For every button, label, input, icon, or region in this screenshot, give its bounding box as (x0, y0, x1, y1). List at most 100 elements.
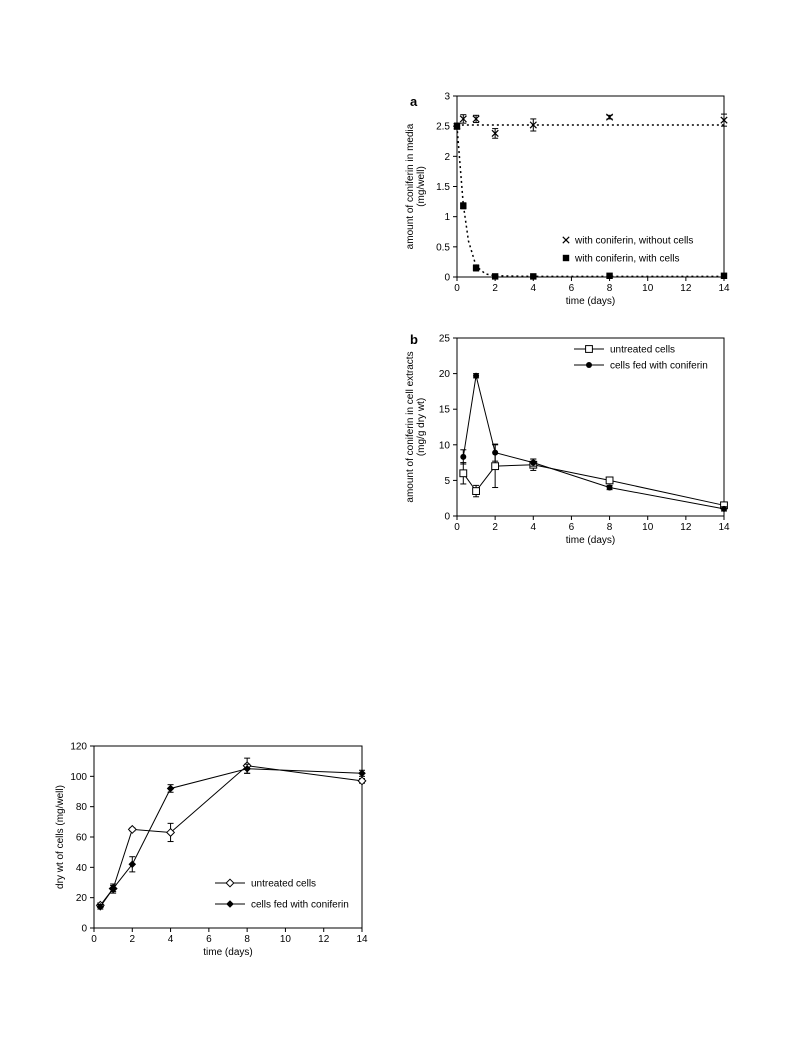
legend-marker (585, 345, 593, 353)
x-tick-label: 6 (206, 934, 212, 945)
series-line (462, 375, 725, 510)
data-point (529, 121, 537, 129)
data-point-marker (460, 202, 467, 210)
data-point-marker (721, 505, 727, 512)
data-point (453, 122, 461, 130)
data-point-marker-stroke-2 (529, 121, 537, 129)
x-tick-label: 2 (130, 934, 136, 945)
y-tick-label: 1 (444, 212, 450, 223)
chart-panel-c: 0 2 4 6 8 10 12 14 0 20 40 60 80 100 120 time (days) dry… (55, 742, 368, 959)
data-point-marker-stroke-2 (720, 116, 728, 124)
data-point (460, 453, 467, 460)
y-tick-label: 20 (76, 893, 88, 904)
y-tick-label: 10 (439, 440, 451, 451)
data-point (460, 202, 467, 210)
data-point-marker (472, 487, 480, 495)
data-point-marker (109, 884, 117, 893)
y-tick-label: 0 (444, 512, 450, 523)
data-point-marker (606, 272, 613, 279)
y-tick-label: 25 (439, 334, 451, 345)
x-axis-label: time (days) (566, 535, 615, 546)
legend-marker (226, 900, 234, 908)
legend-marker (225, 878, 235, 888)
x-tick-label: 4 (531, 283, 537, 294)
y-axis-label: amount of coniferin in cell extracts (405, 351, 416, 502)
data-point (720, 116, 728, 124)
x-tick-label: 2 (492, 522, 498, 533)
x-tick-label: 0 (91, 934, 97, 945)
data-point (472, 487, 480, 495)
x-tick-label: 10 (280, 934, 292, 945)
y-tick-label: 80 (76, 802, 88, 813)
y-tick-label: 0 (444, 273, 450, 284)
y-tick-label: 1.5 (436, 182, 450, 193)
data-point (166, 827, 176, 837)
legend-label: cells fed with coniferin (251, 900, 349, 911)
data-point-marker (530, 459, 537, 466)
y-tick-label: 120 (70, 742, 87, 753)
y-tick-label: 15 (439, 405, 451, 416)
x-tick-label: 10 (642, 283, 654, 294)
y-axis-label: dry wt of cells (mg/well) (55, 785, 66, 889)
data-point (472, 264, 480, 272)
data-point-marker (243, 764, 251, 773)
data-point (96, 902, 105, 911)
data-point (166, 784, 175, 793)
fit-line (456, 126, 724, 278)
legend-label: with coniferin, without cells (574, 236, 693, 247)
x-tick-label: 6 (569, 522, 575, 533)
data-point-marker (606, 484, 613, 491)
data-point (530, 273, 537, 280)
legend-marker (586, 362, 592, 368)
y-axis-label: (mg/well) (416, 166, 427, 207)
x-tick-label: 2 (492, 283, 498, 294)
data-point (243, 764, 251, 773)
x-tick-label: 10 (642, 522, 654, 533)
x-tick-label: 12 (680, 522, 692, 533)
x-tick-label: 0 (454, 522, 460, 533)
data-point-marker-stroke-2 (459, 115, 467, 123)
series-1 (96, 763, 366, 911)
x-tick-label: 14 (356, 934, 368, 945)
data-point-marker (530, 273, 537, 280)
x-tick-label: 6 (569, 283, 575, 294)
x-tick-label: 12 (680, 283, 692, 294)
data-point-marker-stroke-2 (472, 115, 480, 123)
x-tick-label: 0 (454, 283, 460, 294)
legend-item: untreated cells (574, 345, 675, 356)
data-point-marker (357, 776, 367, 786)
y-axis-label: amount of coniferin in media (405, 123, 416, 249)
series-0 (95, 757, 367, 910)
data-point-marker (491, 273, 499, 280)
data-point-marker (605, 476, 614, 485)
data-point (109, 884, 117, 893)
data-point (605, 113, 614, 121)
y-tick-label: 2 (444, 152, 450, 163)
panel-label: b (410, 332, 418, 347)
data-point (491, 462, 500, 471)
data-point-marker (460, 453, 467, 460)
data-point-marker-stroke-2 (491, 129, 499, 138)
data-point-marker (166, 827, 176, 837)
data-point (530, 459, 537, 466)
legend-item: with coniferin, without cells (562, 236, 693, 247)
data-point-marker (459, 469, 468, 478)
legend-item: cells fed with coniferin (574, 361, 708, 372)
y-tick-label: 60 (76, 833, 88, 844)
legend-label: with coniferin, with cells (574, 254, 679, 265)
data-point (606, 484, 613, 491)
data-point (473, 372, 480, 379)
data-point-marker (166, 784, 175, 793)
plot-frame (456, 337, 725, 517)
data-point-marker (472, 264, 480, 272)
y-tick-label: 40 (76, 863, 88, 874)
data-point (721, 505, 727, 512)
legend-label: untreated cells (610, 345, 675, 356)
legend: untreated cells cells fed with coniferin (574, 345, 708, 372)
legend-item: cells fed with coniferin (215, 900, 349, 911)
x-axis-label: time (days) (566, 296, 615, 307)
fit-line (456, 124, 724, 127)
series-0 (453, 113, 728, 139)
data-point-marker (492, 449, 499, 456)
